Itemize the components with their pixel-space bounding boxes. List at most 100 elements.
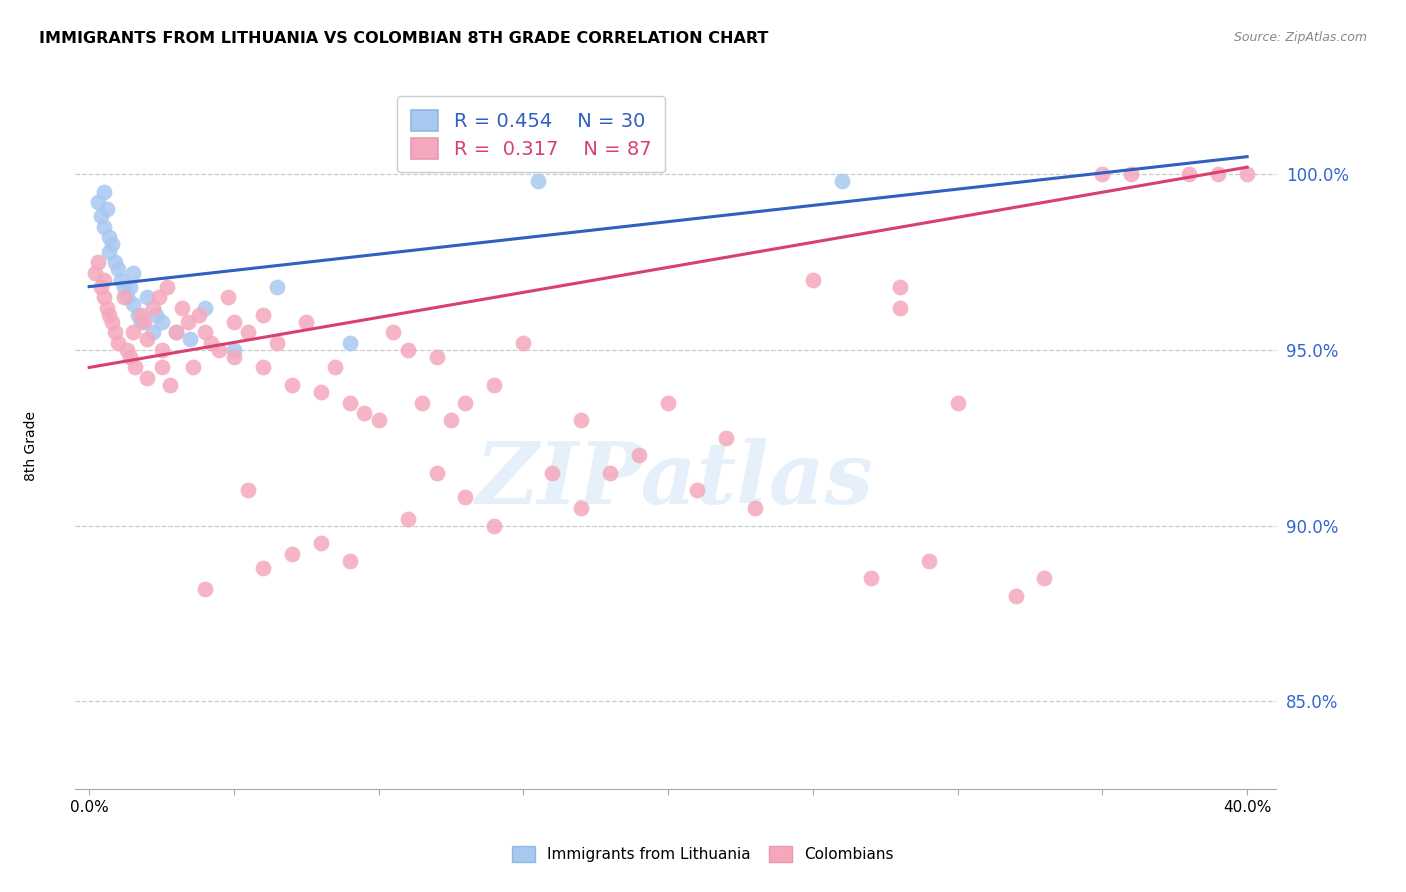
Point — [118, 279, 141, 293]
Point — [238, 483, 260, 498]
Point — [121, 326, 143, 340]
Point — [512, 335, 534, 350]
Point — [1004, 589, 1026, 603]
Point — [150, 343, 173, 357]
Point — [831, 174, 853, 188]
Point — [98, 308, 121, 322]
Point — [238, 326, 260, 340]
Point — [628, 448, 651, 462]
Point — [101, 315, 124, 329]
Point — [918, 554, 941, 568]
Point — [222, 343, 245, 357]
Point — [599, 466, 621, 480]
Point — [136, 371, 159, 385]
Point — [714, 431, 737, 445]
Point — [93, 185, 115, 199]
Point — [339, 554, 361, 568]
Point — [252, 308, 274, 322]
Point — [425, 350, 447, 364]
Point — [382, 326, 405, 340]
Point — [90, 279, 112, 293]
Point — [107, 335, 129, 350]
Point — [200, 335, 222, 350]
Point — [569, 501, 592, 516]
Point — [569, 413, 592, 427]
Point — [440, 413, 463, 427]
Point — [1121, 167, 1143, 181]
Point — [93, 290, 115, 304]
Point — [744, 501, 766, 516]
Point — [159, 378, 181, 392]
Point — [112, 279, 135, 293]
Point — [142, 326, 165, 340]
Point — [134, 315, 156, 329]
Point — [156, 279, 179, 293]
Point — [281, 378, 304, 392]
Point — [657, 395, 679, 409]
Point — [222, 350, 245, 364]
Point — [396, 343, 419, 357]
Point — [281, 547, 304, 561]
Point — [295, 315, 318, 329]
Point — [101, 237, 124, 252]
Point — [165, 326, 187, 340]
Point — [527, 174, 550, 188]
Point — [208, 343, 231, 357]
Point — [484, 378, 506, 392]
Point — [118, 350, 141, 364]
Point — [90, 210, 112, 224]
Point — [150, 315, 173, 329]
Point — [129, 315, 152, 329]
Point — [121, 266, 143, 280]
Point — [107, 262, 129, 277]
Point — [115, 290, 138, 304]
Point — [136, 290, 159, 304]
Text: ZIPatlas: ZIPatlas — [477, 438, 875, 522]
Point — [129, 308, 152, 322]
Point — [104, 326, 127, 340]
Point — [252, 360, 274, 375]
Point — [339, 335, 361, 350]
Point — [859, 571, 882, 585]
Point — [93, 272, 115, 286]
Point — [1178, 167, 1201, 181]
Point — [541, 466, 564, 480]
Point — [1091, 167, 1114, 181]
Point — [188, 308, 211, 322]
Point — [889, 301, 911, 315]
Point — [142, 301, 165, 315]
Point — [183, 360, 205, 375]
Point — [309, 536, 332, 550]
Point — [98, 244, 121, 259]
Point — [165, 326, 187, 340]
Point — [222, 315, 245, 329]
Point — [145, 308, 167, 322]
Point — [96, 202, 118, 217]
Point — [266, 335, 288, 350]
Text: Source: ZipAtlas.com: Source: ZipAtlas.com — [1233, 31, 1367, 45]
Point — [87, 255, 110, 269]
Point — [121, 297, 143, 311]
Point — [217, 290, 239, 304]
Point — [93, 219, 115, 234]
Point — [411, 395, 433, 409]
Point — [115, 343, 138, 357]
Point — [484, 518, 506, 533]
Point — [323, 360, 346, 375]
Point — [124, 360, 146, 375]
Point — [112, 290, 135, 304]
Point — [87, 195, 110, 210]
Point — [252, 561, 274, 575]
Point — [170, 301, 193, 315]
Point — [148, 290, 170, 304]
Text: IMMIGRANTS FROM LITHUANIA VS COLOMBIAN 8TH GRADE CORRELATION CHART: IMMIGRANTS FROM LITHUANIA VS COLOMBIAN 8… — [39, 31, 769, 46]
Point — [367, 413, 389, 427]
Point — [266, 279, 288, 293]
Point — [425, 466, 447, 480]
Point — [889, 279, 911, 293]
Point — [1206, 167, 1229, 181]
Point — [150, 360, 173, 375]
Point — [686, 483, 709, 498]
Point — [179, 332, 201, 346]
Point — [309, 385, 332, 400]
